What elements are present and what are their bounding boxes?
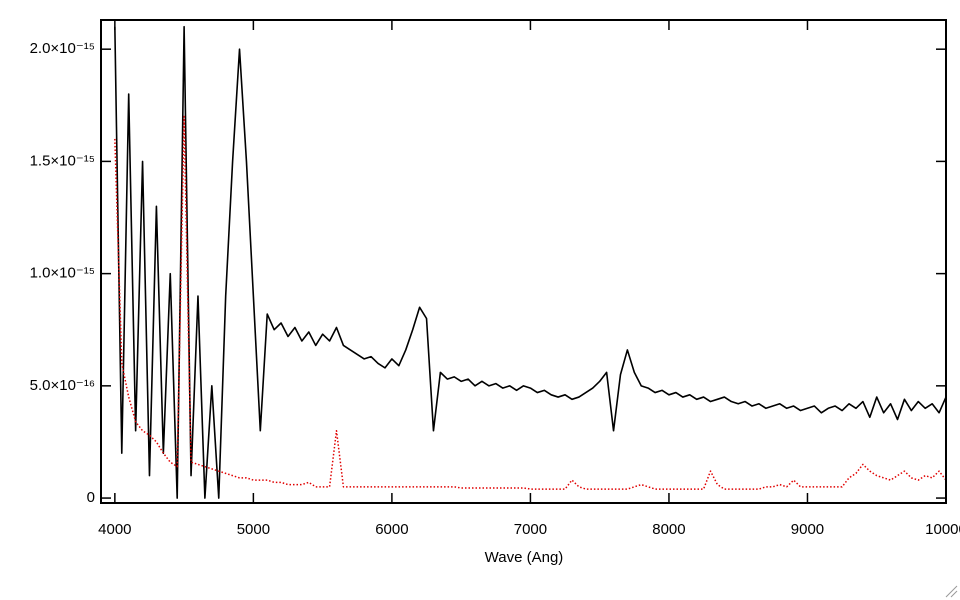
y-tick-label: 1.0×10⁻¹⁵ <box>30 265 95 282</box>
x-tick-label: 8000 <box>652 521 685 538</box>
x-axis-label: Wave (Ang) <box>485 549 564 566</box>
x-tick-label: 5000 <box>237 521 270 538</box>
x-tick-label: 4000 <box>98 521 131 538</box>
x-tick-label: 7000 <box>514 521 547 538</box>
spectrum-line <box>114 25 946 499</box>
y-tick-label: 2.0×10⁻¹⁵ <box>30 40 95 57</box>
x-tick-label: 9000 <box>791 521 824 538</box>
axes-frame <box>100 19 947 504</box>
y-tick-label: 0 <box>87 489 95 506</box>
y-tick-label: 1.5×10⁻¹⁵ <box>30 152 95 169</box>
y-tick-label: 5.0×10⁻¹⁶ <box>30 377 95 394</box>
spectrum-line <box>114 115 946 490</box>
x-tick-label: 6000 <box>375 521 408 538</box>
resize-grip <box>945 585 958 598</box>
plot-area <box>114 25 946 499</box>
